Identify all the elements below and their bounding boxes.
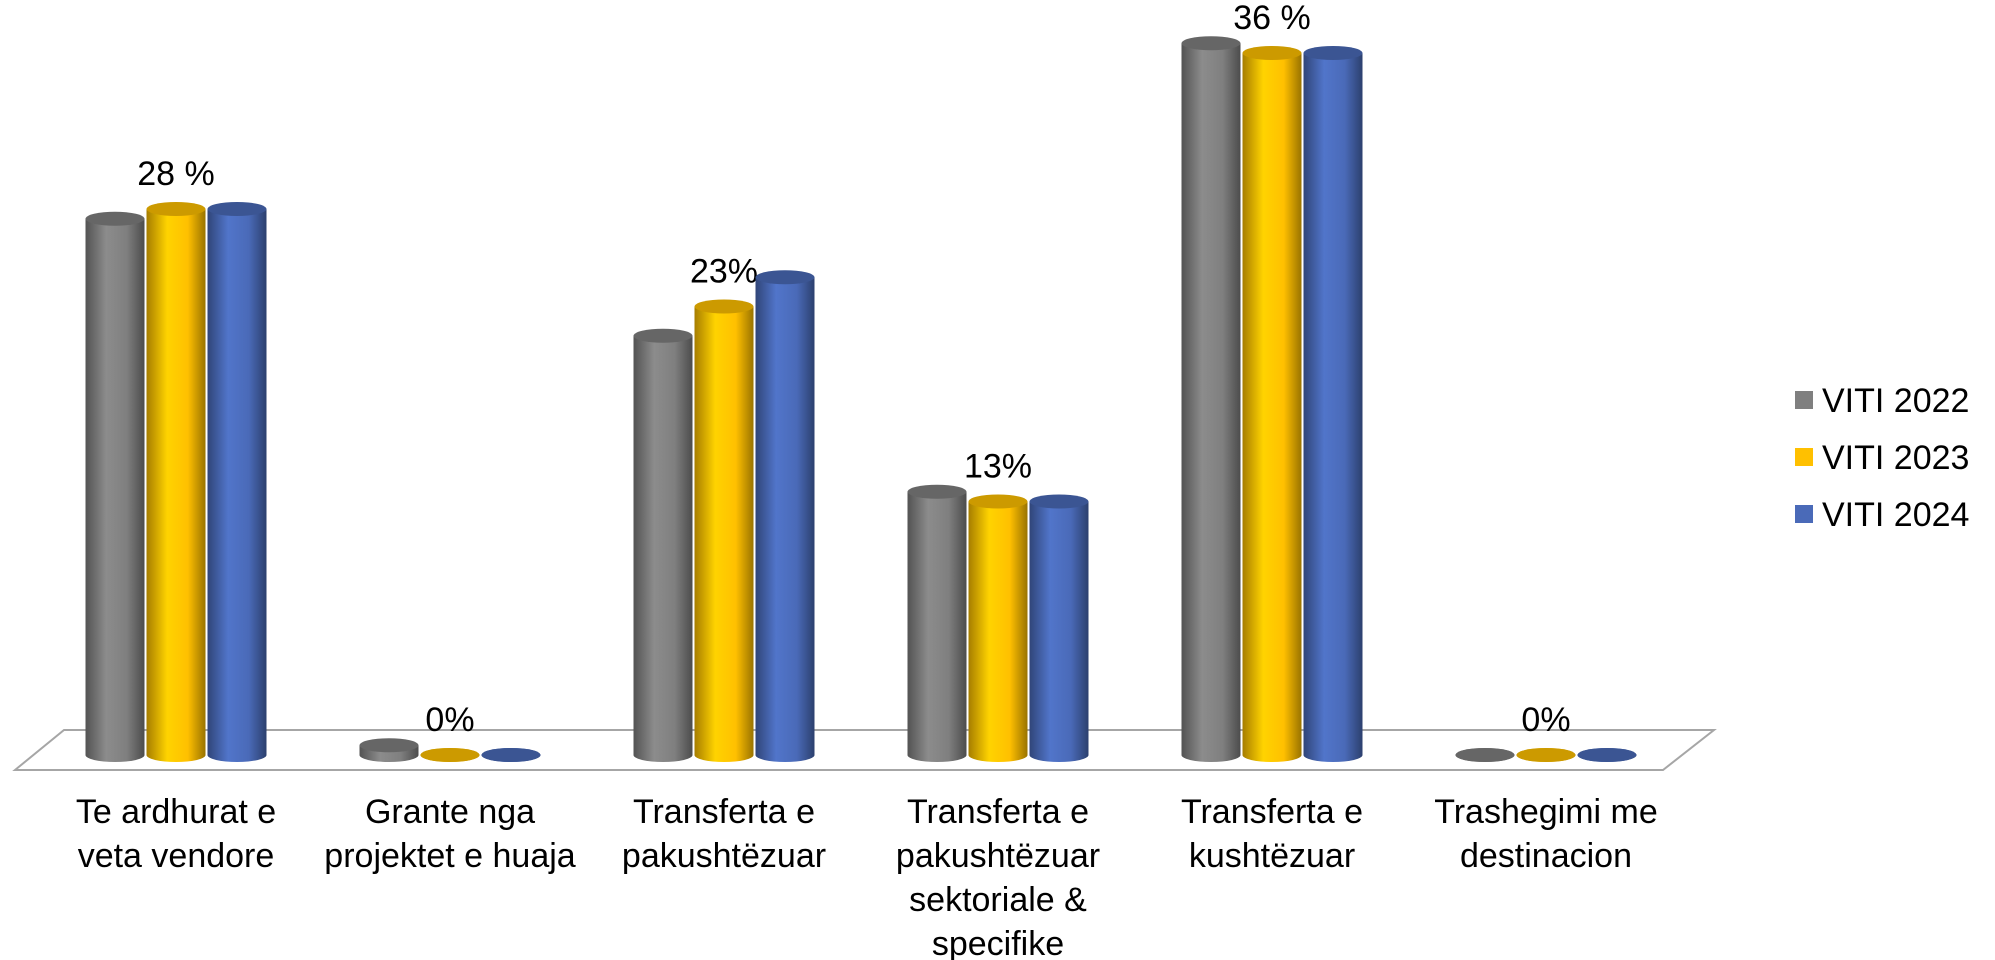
cylinder-top [1577, 748, 1637, 762]
cylinder-top [1242, 46, 1302, 60]
cylinder-top [359, 738, 419, 753]
cylinder [755, 270, 815, 762]
cylinder-body [755, 277, 815, 755]
cylinder-top [755, 270, 815, 285]
cylinder-top [1455, 748, 1515, 762]
cylinder-top [1516, 748, 1576, 762]
cylinder-bottom [146, 748, 206, 762]
legend-swatch [1795, 505, 1813, 523]
cylinder-top [85, 211, 145, 226]
cylinder [1577, 748, 1637, 762]
cylinder-bottom [633, 748, 693, 762]
cylinder [146, 202, 206, 762]
cylinder-body [1303, 53, 1363, 755]
x-tick-label: Trashegimi me destinacion [1434, 793, 1658, 875]
cylinder-top [1029, 494, 1089, 509]
data-label: 0% [425, 701, 474, 739]
cylinder-top [420, 748, 480, 762]
cylinder-body [85, 218, 145, 755]
cylinder-body [1029, 501, 1089, 755]
data-label: 36 % [1233, 0, 1311, 37]
cylinder-bottom [1303, 748, 1363, 762]
cylinder-body [146, 209, 206, 755]
cylinder-body [207, 209, 267, 755]
data-label: 13% [964, 448, 1032, 486]
cylinder-body [907, 491, 967, 755]
cylinder [85, 211, 145, 762]
cylinder-body [1181, 43, 1241, 755]
cylinder [207, 202, 267, 762]
legend-label: VITI 2022 [1822, 382, 1969, 420]
cylinder-top [968, 494, 1028, 509]
cylinder-top [694, 299, 754, 314]
legend-label: VITI 2024 [1822, 496, 1969, 534]
data-label: 0% [1521, 701, 1570, 739]
cylinder [1455, 748, 1515, 762]
cylinder [1181, 36, 1241, 762]
cylinder-bottom [755, 748, 815, 762]
data-label: 23% [690, 253, 758, 291]
cylinder [968, 494, 1028, 762]
cylinder-bottom [359, 748, 419, 762]
floor [12, 729, 1717, 771]
cylinder-top [907, 484, 967, 499]
cylinder-bottom [1242, 748, 1302, 762]
cylinder [633, 328, 693, 762]
cylinder-top [1181, 36, 1241, 51]
cylinder [1303, 46, 1363, 762]
cylinder [481, 748, 541, 762]
cylinder-top [1303, 46, 1363, 60]
cylinder-top [146, 202, 206, 216]
cylinder [907, 484, 967, 762]
x-tick-label: Te ardhurat e veta vendore [75, 793, 277, 875]
cylinder-bottom [1181, 748, 1241, 762]
cylinder-bottom [694, 748, 754, 762]
cylinder-bottom [907, 748, 967, 762]
cylinder-body [968, 501, 1028, 755]
cylinder-body [1242, 53, 1302, 755]
legend-label: VITI 2023 [1822, 439, 1969, 477]
legend-swatch [1795, 448, 1813, 466]
cylinder-body [694, 306, 754, 755]
cylinder-bottom [968, 748, 1028, 762]
x-tick-label: Transferta e kushtëzuar [1180, 793, 1364, 875]
cylinder [359, 738, 419, 762]
cylinder-top [633, 328, 693, 343]
cylinder-bottom [85, 748, 145, 762]
cylinder [420, 748, 480, 762]
cylinder-top [481, 748, 541, 762]
cylinder-top [207, 202, 267, 216]
cylinder-body [633, 335, 693, 755]
x-tick-label: Transferta e pakushtëzuar sektoriale & s… [895, 793, 1101, 960]
legend-swatch [1795, 391, 1813, 409]
data-label: 28 % [137, 155, 215, 193]
cylinder [1242, 46, 1302, 762]
x-tick-label: Grante nga projektet e huaja [324, 793, 576, 875]
cylinder [1516, 748, 1576, 762]
cylinder [694, 299, 754, 762]
x-tick-label: Transferta e pakushtëzuar [621, 793, 827, 875]
cylinder-bottom [207, 748, 267, 762]
cylinder [1029, 494, 1089, 762]
cylinder-bottom [1029, 748, 1089, 762]
